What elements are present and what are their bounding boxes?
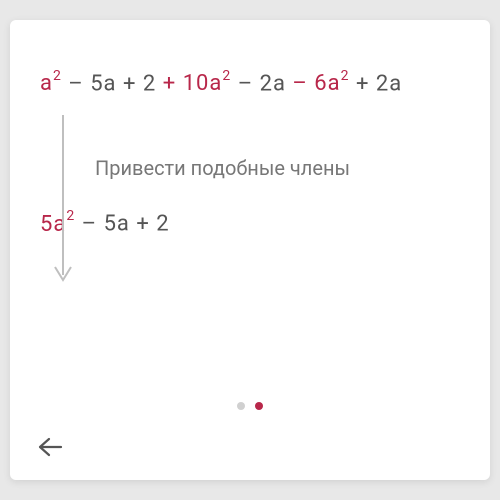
exponent: 2	[66, 208, 75, 224]
pager-dot[interactable]	[255, 402, 263, 410]
expr-term: – 5a + 2	[75, 212, 169, 237]
expr-term: a2	[40, 71, 62, 96]
step-label: Привести подобные члены	[95, 156, 350, 180]
expr-term: + 2a	[350, 71, 403, 96]
expr-term: – 6a2	[292, 71, 349, 96]
exponent: 2	[53, 68, 62, 84]
step-arrow	[48, 110, 78, 290]
solution-card: a2 – 5a + 2 + 10a2 – 2a – 6a2 + 2a Приве…	[10, 20, 490, 480]
back-button[interactable]	[35, 432, 65, 462]
expr-term: – 2a	[231, 71, 292, 96]
exponent: 2	[222, 68, 231, 84]
expr-term: – 5a + 2	[62, 71, 163, 96]
exponent: 2	[341, 68, 350, 84]
expr-term: + 10a2	[163, 71, 232, 96]
pager-dots	[10, 402, 490, 410]
expression-result: 5a2 – 5a + 2	[40, 210, 460, 236]
pager-dot[interactable]	[237, 402, 245, 410]
step-row: Привести подобные члены	[60, 156, 460, 180]
back-arrow-icon	[37, 436, 63, 458]
expression-original: a2 – 5a + 2 + 10a2 – 2a – 6a2 + 2a	[40, 70, 460, 96]
